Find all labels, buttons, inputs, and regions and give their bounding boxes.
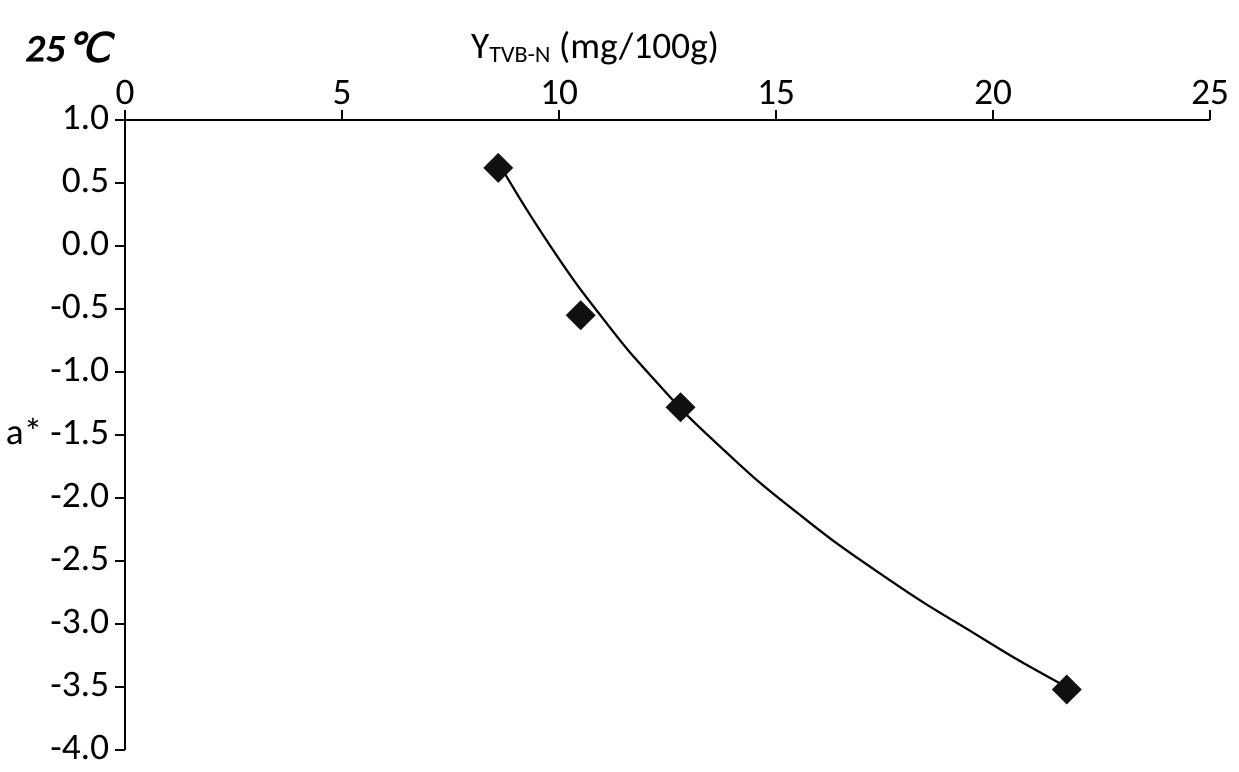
y-tick-label: -4.0: [50, 724, 109, 770]
y-tick-label: -0.5: [50, 283, 109, 329]
y-tick-label: -2.0: [50, 472, 109, 518]
y-tick-label: 0.5: [62, 157, 109, 203]
y-tick-label: -1.0: [50, 346, 109, 392]
chart-svg: 0 5 10 15 20 25 1.0 0.5 0.0 -0.5 -1.0 -1.5 -2.0 -2.5 -…: [0, 0, 1239, 772]
x-tick-label: 20: [974, 69, 1012, 115]
chart-background: [0, 0, 1239, 772]
y-tick-label: -2.5: [50, 535, 109, 581]
y-tick-label: -1.5: [50, 409, 109, 455]
corner-temperature-label: 25℃: [25, 23, 116, 72]
chart-container: 0 5 10 15 20 25 1.0 0.5 0.0 -0.5 -1.0 -1.5 -2.0 -2.5 -…: [0, 0, 1239, 772]
y-tick-label: 1.0: [62, 94, 109, 140]
x-tick-label: 5: [333, 69, 352, 115]
y-tick-label: -3.5: [50, 661, 109, 707]
x-tick-label: 0: [116, 69, 135, 115]
x-tick-label: 10: [540, 69, 578, 115]
y-axis-title: a*: [6, 409, 42, 455]
x-tick-label: 15: [757, 69, 795, 115]
y-tick-label: 0.0: [62, 220, 109, 266]
x-tick-label: 25: [1191, 69, 1229, 115]
y-tick-label: -3.0: [50, 598, 109, 644]
